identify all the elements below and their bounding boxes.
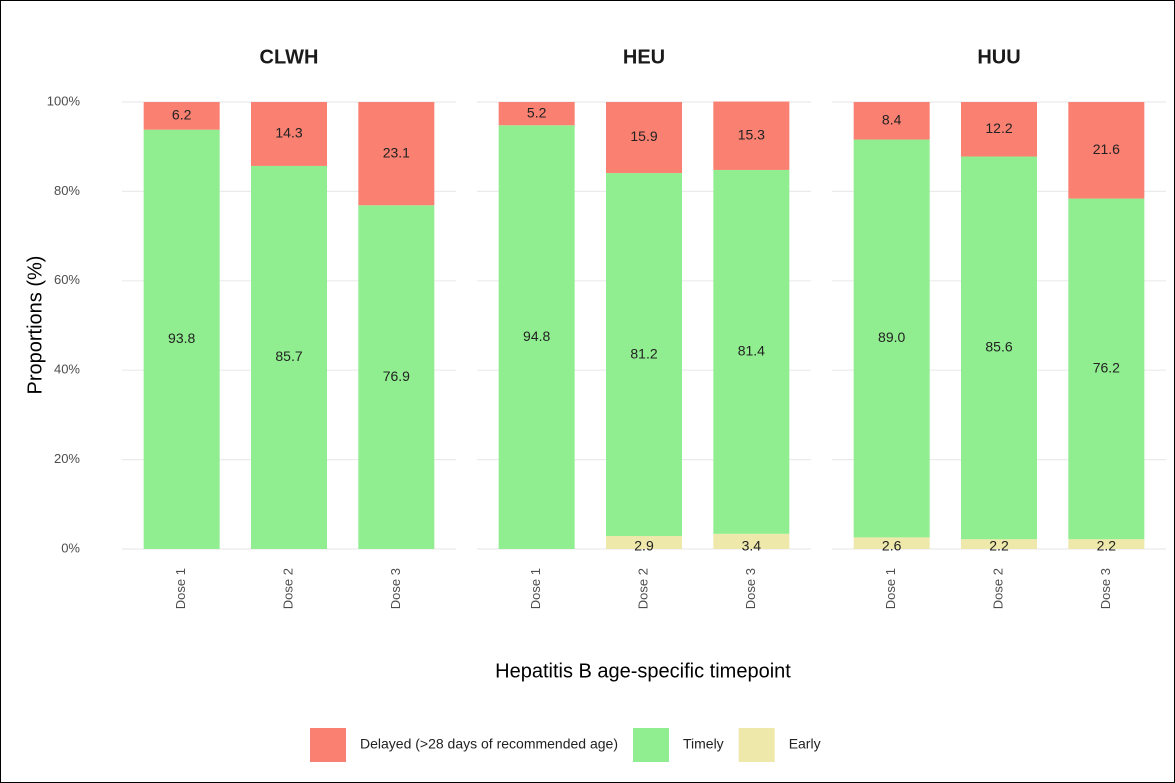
x-tick-label: Dose 3 [1098,568,1113,609]
legend-swatch [738,728,775,762]
x-tick-label: Dose 2 [990,568,1005,609]
data-label: 89.0 [878,329,905,345]
data-label: 2.2 [989,538,1009,554]
bar-segment [251,165,327,549]
data-label: 3.4 [742,538,762,554]
x-tick-label: Dose 1 [883,568,898,609]
bar-segment [713,533,790,549]
data-label: 21.6 [1093,141,1120,157]
data-label: 76.9 [383,368,410,384]
data-label: 2.2 [1097,538,1117,554]
bar-segment [853,102,930,140]
bar-segment [713,169,790,534]
y-tick-label: 40% [54,362,80,377]
legend-label: Early [789,736,821,752]
legend-label: Delayed (>28 days of recommended age) [360,736,618,752]
y-tick-label: 80% [54,183,80,198]
bar-segment [1068,198,1145,540]
data-label: 81.4 [738,343,765,359]
x-tick-label: Dose 2 [280,568,295,609]
x-tick-label: Dose 1 [173,568,188,609]
y-tick-label: 0% [61,540,80,555]
x-axis-label: Hepatitis B age-specific timepoint [495,660,791,682]
data-label: 5.2 [527,104,547,120]
data-label: 15.9 [630,128,657,144]
bar-segment [498,125,575,549]
data-label: 15.3 [738,126,765,142]
legend-label: Timely [683,736,724,752]
facet-title: CLWH [260,46,319,68]
x-tick-label: Dose 2 [635,568,650,609]
bar-segment [251,102,327,166]
data-label: 81.2 [630,345,657,361]
bar-segment [713,101,790,170]
x-tick-label: Dose 3 [388,568,403,609]
bar-segment [606,536,682,549]
bar-segment [853,537,930,549]
y-tick-label: 100% [47,93,81,108]
bar-segment [606,173,682,537]
bar-segment [961,539,1037,549]
data-label: 23.1 [383,144,410,160]
bar-segment [358,205,435,549]
bar-segment [961,156,1037,540]
bar-segment [498,102,575,126]
legend-swatch [632,728,669,762]
legend-swatch [310,728,346,762]
data-label: 93.8 [168,330,195,346]
y-axis-label: Proportions (%) [24,256,46,395]
bar-segment [143,129,220,550]
bar-segment [853,139,930,538]
bar-segment [961,102,1037,157]
data-label: 8.4 [882,111,902,127]
data-label: 85.6 [985,339,1012,355]
bar-segment [143,102,220,130]
bar-segment [358,102,435,206]
data-label: 6.2 [172,107,192,123]
data-label: 14.3 [275,125,302,141]
x-tick-label: Dose 3 [743,568,758,609]
data-label: 2.9 [634,538,654,554]
facet-title: HEU [623,46,665,68]
bar-segment [1068,539,1145,549]
data-label: 2.6 [882,538,902,554]
data-label: 85.7 [275,348,302,364]
data-label: 76.2 [1093,360,1120,376]
x-tick-label: Dose 1 [528,568,543,609]
y-tick-label: 60% [54,272,80,287]
bar-segment [1068,102,1145,199]
facet-title: HUU [977,46,1020,68]
y-tick-label: 20% [54,451,80,466]
data-label: 12.2 [985,120,1012,136]
bar-segment [606,102,682,174]
data-label: 94.8 [523,328,550,344]
